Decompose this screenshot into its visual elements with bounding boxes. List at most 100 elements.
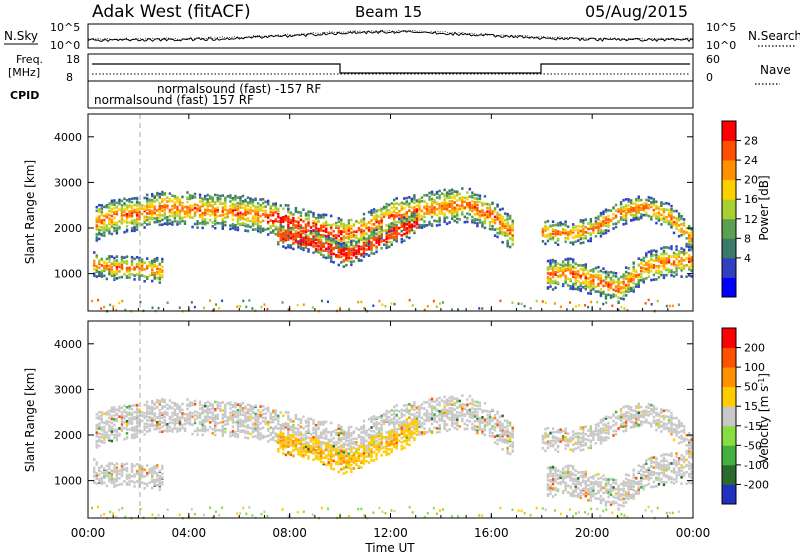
power-cell [637,282,640,286]
power-cell [118,265,121,269]
power-cell [476,207,479,210]
velocity-cell [143,433,146,436]
velocity-cell [261,416,265,420]
power-cell [340,249,343,253]
velocity-cell [400,415,403,419]
power-cell [498,220,502,224]
velocity-cell [198,412,202,416]
velocity-cell [105,422,109,426]
velocity-cell [481,432,484,435]
power-cell [314,244,318,248]
velocity-cell [158,419,161,422]
velocity-cell [176,427,179,430]
power-cell [360,247,363,251]
velocity-cell [239,429,242,433]
velocity-cell [324,420,328,424]
velocity-cell [506,451,509,455]
velocity-cell [282,440,285,443]
power-cell [398,220,401,224]
power-cell [398,217,401,221]
power-cell [433,199,436,202]
power-cell [264,213,267,217]
power-cell [100,257,104,261]
power-cell [511,225,514,228]
power-cell [128,273,131,276]
power-cell [632,209,635,213]
power-cell [294,210,298,213]
power-cell [110,223,114,226]
velocity-cell [307,417,310,420]
velocity-cell [236,419,240,422]
power-cell [113,221,116,225]
power-cell [292,222,295,226]
velocity-cell [234,401,237,405]
power-cell [332,223,335,226]
power-cell [95,236,98,240]
velocity-cell [297,447,300,450]
power-cell [337,249,340,253]
power-cell [191,225,194,229]
velocity-cell [261,408,265,412]
velocity-cell [319,447,323,451]
power-cell [690,262,693,266]
power-cell [350,225,353,228]
power-cell [549,277,552,281]
power-cell [216,196,219,200]
power-cell [324,234,328,238]
power-cell [498,230,502,233]
velocity-cell [360,438,363,442]
power-cell [151,261,154,265]
power-cell [632,261,635,265]
power-cell [362,231,366,235]
velocity-cell [128,417,131,420]
velocity-cell [231,418,235,422]
velocity-cell [148,423,151,427]
power-cell [647,275,651,279]
velocity-cell [395,409,398,412]
velocity-cell [241,407,245,410]
power-cell [299,218,303,222]
velocity-cell [284,453,288,457]
power-cell [370,245,373,248]
power-cell [95,227,98,231]
power-cell [156,270,159,274]
velocity-cell [128,422,131,425]
power-cell [130,226,134,230]
power-cell [98,219,101,223]
power-cell [156,265,159,269]
velocity-cell [317,442,320,445]
power-cell [342,253,346,257]
power-cell [680,269,683,272]
power-cell [506,212,509,216]
velocity-cell [279,439,282,443]
velocity-cell [493,414,497,417]
power-cell [415,226,419,229]
velocity-cell [251,423,255,427]
velocity-cell [135,407,139,411]
velocity-cell [506,429,509,433]
power-cell [307,237,310,240]
velocity-cell [151,399,154,403]
power-cell [393,223,396,227]
power-cell [224,205,227,208]
power-cell [438,204,441,208]
power-cell [471,219,474,222]
power-cell [123,230,126,234]
power-cell [319,226,323,230]
power-cell [637,285,640,288]
power-cell [196,209,199,213]
power-cell [503,222,507,226]
velocity-cell [304,419,308,423]
power-cell [148,208,151,212]
power-cell [687,232,691,235]
velocity-cell [319,457,323,461]
power-cell [277,240,280,244]
power-cell [650,217,653,221]
velocity-cell [508,424,512,427]
power-cell [665,258,668,262]
power-cell [171,223,174,226]
velocity-cell [337,438,340,441]
velocity-cell [501,447,504,451]
power-cell [403,197,406,200]
beam-title: Beam 15 [355,3,422,21]
